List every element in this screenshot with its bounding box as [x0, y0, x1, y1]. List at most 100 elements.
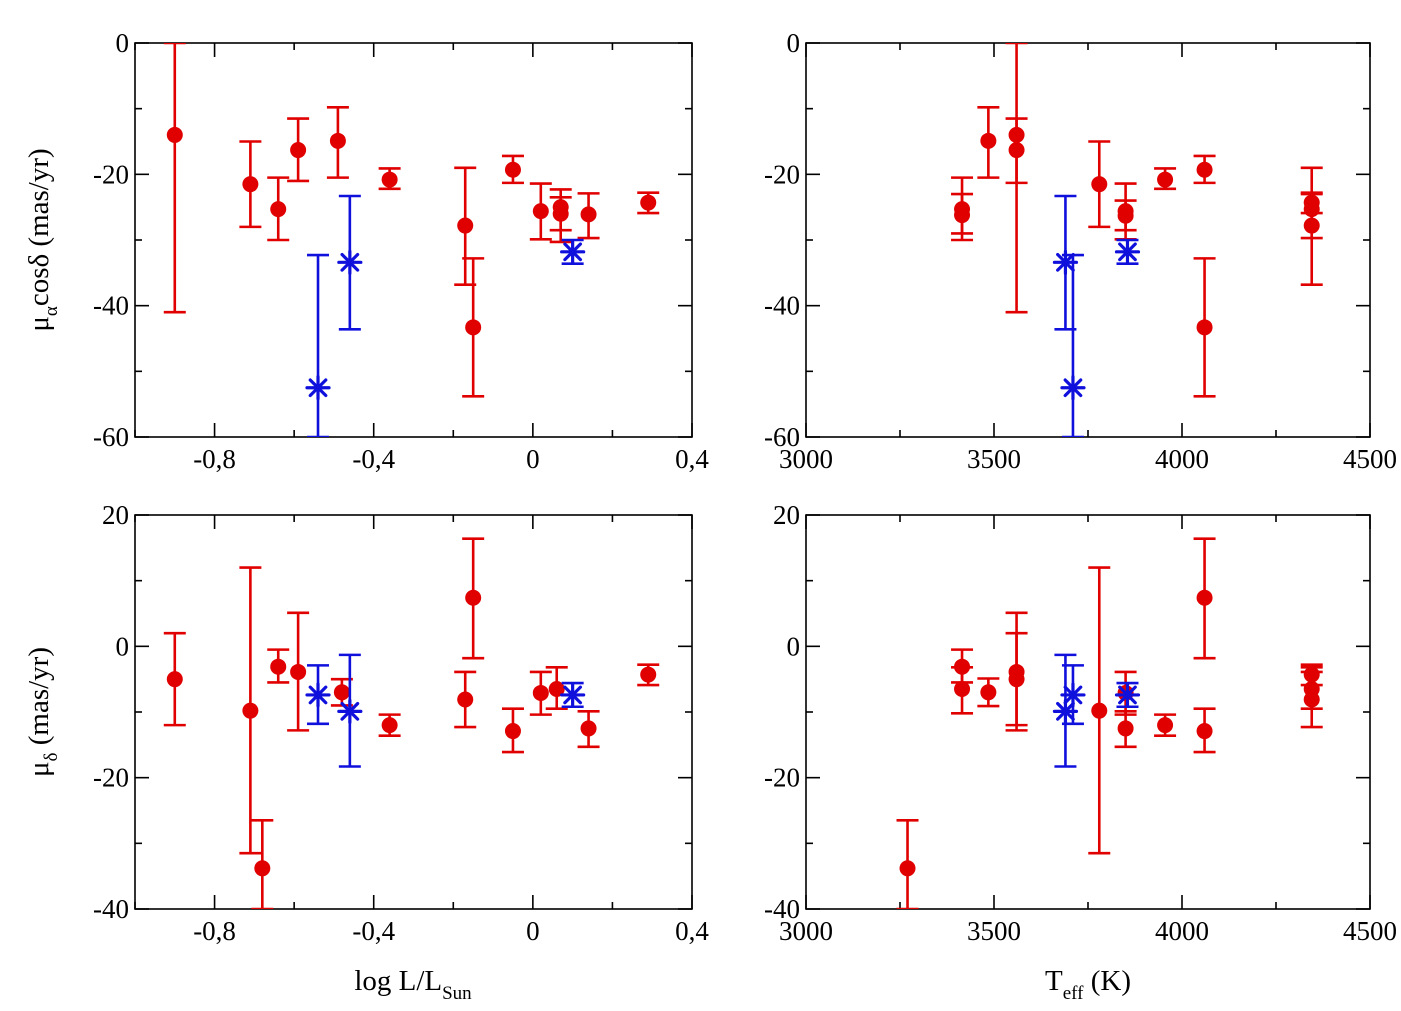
- data-layer: [951, 43, 1323, 437]
- data-point-circle: [242, 702, 259, 719]
- y-tick-label: -60: [764, 422, 800, 452]
- x-tick-label: 4000: [1155, 916, 1209, 946]
- data-point-asterisk: [1060, 375, 1086, 401]
- data-point-asterisk: [560, 682, 586, 708]
- y-axis-label: μαcosδ (mas/yr): [23, 148, 62, 331]
- error-bar: [307, 253, 330, 437]
- data-point-circle: [552, 205, 569, 222]
- y-tick-label: -20: [764, 763, 800, 793]
- y-tick-label: 0: [787, 631, 801, 661]
- x-tick-label: 3000: [779, 444, 833, 474]
- data-point-asterisk: [1114, 239, 1141, 265]
- data-point-circle: [548, 681, 565, 698]
- x-tick-label: 3000: [779, 916, 833, 946]
- x-tick-label: 3500: [967, 444, 1021, 474]
- data-layer: [163, 537, 660, 909]
- y-tick-label: -40: [764, 894, 800, 924]
- panel-mu-alpha-vs-logL: -0,8 -0,4 0 0,4 -60 -40 -20 0 μαcosδ (mas/yr): [23, 28, 709, 474]
- data-point-circle: [1117, 720, 1134, 737]
- data-point-circle: [980, 132, 997, 149]
- plot-frame: [134, 514, 693, 910]
- x-tick-label: 4500: [1343, 916, 1397, 946]
- y-tick-label: 20: [102, 500, 129, 530]
- y-tick-label: -60: [93, 422, 129, 452]
- data-point-circle: [1091, 176, 1108, 193]
- x-tick-label: 0,4: [675, 916, 709, 946]
- x-tick-label: -0,4: [352, 916, 395, 946]
- data-point-circle: [166, 671, 183, 688]
- data-point-circle: [1117, 207, 1134, 224]
- data-point-circle: [640, 194, 657, 211]
- data-point-circle: [1008, 142, 1025, 159]
- data-point-circle: [580, 206, 597, 223]
- data-point-circle: [1303, 691, 1320, 708]
- data-point-circle: [1196, 319, 1213, 336]
- data-point-circle: [290, 142, 307, 159]
- x-tick-label: 0: [526, 916, 540, 946]
- y-tick-label: 0: [787, 28, 801, 58]
- data-point-circle: [381, 171, 398, 188]
- data-point-circle: [1303, 217, 1320, 234]
- x-tick-label: 4000: [1155, 444, 1209, 474]
- x-tick-label: 4500: [1343, 444, 1397, 474]
- data-point-circle: [457, 691, 474, 708]
- data-point-circle: [954, 207, 971, 224]
- data-point-asterisk: [560, 239, 586, 265]
- x-tick-label: 3500: [967, 916, 1021, 946]
- data-point-circle: [1196, 589, 1213, 606]
- data-point-circle: [242, 176, 259, 193]
- y-tick-label: -40: [764, 291, 800, 321]
- data-point-asterisk: [337, 249, 363, 275]
- data-point-asterisk: [1060, 682, 1086, 708]
- data-point-circle: [1196, 161, 1213, 178]
- data-point-circle: [980, 684, 997, 701]
- data-point-circle: [580, 720, 597, 737]
- data-layer: [896, 537, 1323, 909]
- data-point-circle: [166, 126, 183, 143]
- data-point-circle: [1008, 671, 1025, 688]
- y-tick-label: -20: [93, 159, 129, 189]
- data-layer: [163, 43, 660, 437]
- data-point-circle: [290, 663, 307, 680]
- plot-frame: [805, 514, 1371, 910]
- x-axis-label: Teff (K): [1045, 965, 1131, 1004]
- y-tick-label: -40: [93, 291, 129, 321]
- data-point-circle: [465, 319, 482, 336]
- error-bar: [1061, 253, 1084, 437]
- plot-frame: [134, 42, 693, 438]
- panel-mu-delta-vs-logL: -0,8 -0,4 0 0,4 -40 -20 0 20 μδ (mas/yr) log L/LS…: [23, 500, 709, 1004]
- y-axis-label: μδ (mas/yr): [23, 647, 62, 777]
- data-point-circle: [457, 217, 474, 234]
- data-point-circle: [381, 717, 398, 734]
- data-point-circle: [1196, 723, 1213, 740]
- data-point-circle: [1157, 717, 1174, 734]
- data-point-circle: [504, 161, 521, 178]
- data-point-circle: [899, 860, 916, 877]
- y-tick-label: -20: [764, 159, 800, 189]
- panel-mu-delta-vs-teff: 3000 3500 4000 4500 -40 -20 0 20 Teff (K): [764, 500, 1397, 1004]
- x-tick-label: -0,8: [193, 916, 236, 946]
- plot-frame: [805, 42, 1371, 438]
- data-point-circle: [1091, 702, 1108, 719]
- data-point-asterisk: [305, 682, 331, 708]
- data-point-circle: [532, 684, 549, 701]
- data-point-asterisk: [305, 375, 331, 401]
- x-axis-label: log L/LSun: [354, 965, 472, 1004]
- data-point-asterisk: [337, 698, 363, 724]
- x-tick-label: 0,4: [675, 444, 709, 474]
- x-tick-label: -0,8: [193, 444, 236, 474]
- data-point-circle: [465, 589, 482, 606]
- y-tick-label: -40: [93, 894, 129, 924]
- error-bar: [1300, 192, 1323, 286]
- data-point-circle: [329, 132, 346, 149]
- data-point-circle: [270, 201, 287, 218]
- data-point-circle: [954, 681, 971, 698]
- y-tick-label: 0: [116, 631, 130, 661]
- data-point-circle: [640, 666, 657, 683]
- x-tick-label: -0,4: [352, 444, 395, 474]
- data-point-circle: [1157, 171, 1174, 188]
- data-point-asterisk: [1114, 682, 1141, 708]
- data-point-circle: [333, 684, 350, 701]
- x-tick-label: 0: [526, 444, 540, 474]
